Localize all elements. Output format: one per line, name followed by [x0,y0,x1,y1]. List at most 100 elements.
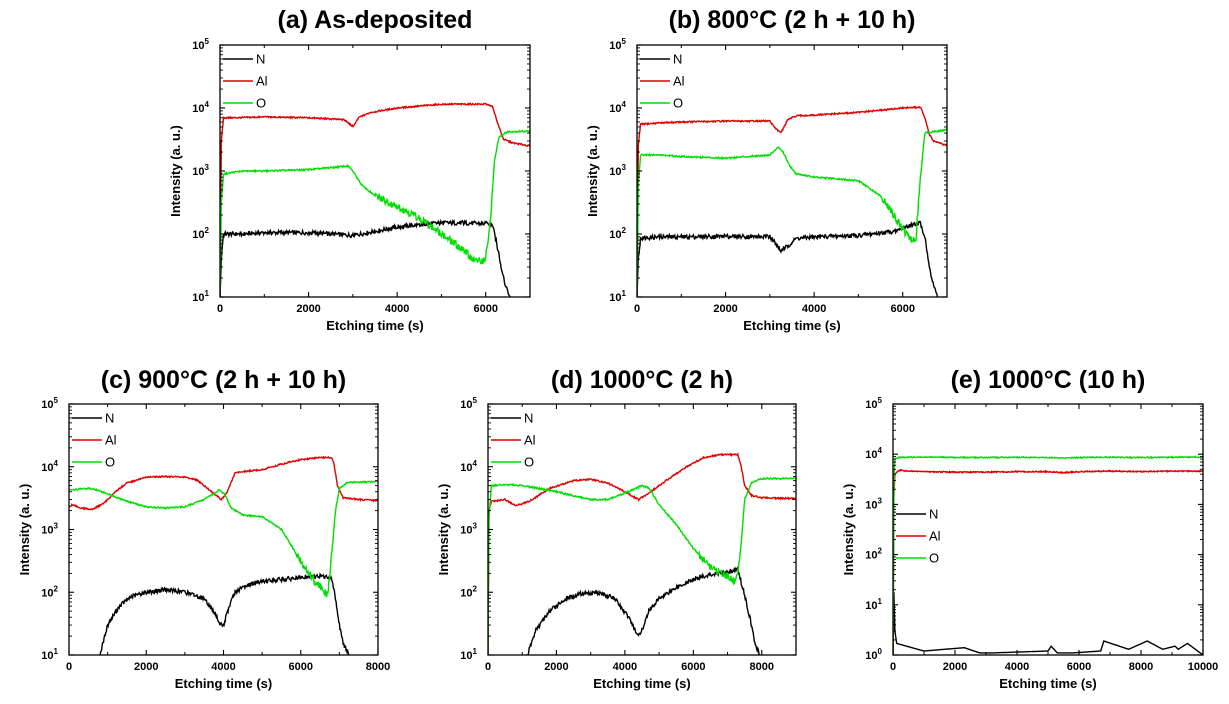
y-tick-label: 102 [192,226,209,241]
series-line-Al [637,105,947,297]
x-axis-label: Etching time (s) [326,318,424,333]
legend-label-N: N [256,52,265,67]
series-line-O [637,128,947,295]
legend-label-O: O [105,455,115,470]
x-tick-label: 4000 [211,661,235,673]
series-line-N [527,565,761,655]
series-line-Al [69,455,378,511]
legend-label-Al: Al [256,74,268,89]
x-axis-label: Etching time (s) [743,318,841,333]
series-line-Al [488,452,796,655]
x-tick-label: 4000 [385,303,409,315]
chart-title: (c) 900°C (2 h + 10 h) [101,366,347,394]
y-tick-label: 102 [865,547,882,562]
x-tick-label: 6000 [681,661,705,673]
series-line-O [893,455,1203,655]
legend-label-Al: Al [673,74,685,89]
panel-2: (b) 800°C (2 h + 10 h) 0 2000 4000 6000 101 10… [585,6,948,333]
series-line-N [637,220,939,297]
legend-label-O: O [524,455,534,470]
y-tick-label: 103 [41,522,58,537]
legend-label-Al: Al [929,529,941,544]
y-tick-label: 102 [460,584,477,599]
y-tick-label: 103 [460,522,477,537]
series-line-N [99,572,350,655]
x-tick-label: 6000 [289,661,313,673]
legend-label-Al: Al [105,433,117,448]
x-tick-label: 4000 [1005,661,1029,673]
y-tick-label: 102 [41,584,58,599]
y-axis-label: Intensity (a. u.) [585,125,600,217]
legend-label-Al: Al [524,433,536,448]
series-line-O [488,476,796,655]
y-tick-label: 104 [460,459,477,474]
legend-label-O: O [256,96,266,111]
x-tick-label: 4000 [613,661,637,673]
x-tick-label: 0 [890,661,896,673]
y-tick-label: 100 [865,647,882,662]
y-axis-label: Intensity (a. u.) [841,484,856,576]
x-tick-label: 0 [634,303,640,315]
y-tick-label: 104 [41,459,58,474]
y-axis-label: Intensity (a. u.) [436,484,451,576]
y-tick-label: 101 [609,289,626,304]
chart-title: (e) 1000°C (10 h) [951,366,1146,394]
chart-title: (d) 1000°C (2 h) [551,366,733,394]
y-tick-label: 101 [41,647,58,662]
series-line-N [220,218,511,297]
series-line-O [69,480,378,598]
x-tick-label: 8000 [366,661,390,673]
x-tick-label: 8000 [750,661,774,673]
x-axis-label: Etching time (s) [999,676,1097,691]
panel-1: (a) As-deposited 0 2000 4000 6000 101 102 103 10… [168,6,531,333]
y-tick-label: 104 [609,100,626,115]
panel-5: (e) 1000°C (10 h) 0 2000 4000 6000 8000 10000 1… [841,366,1218,691]
x-tick-label: 6000 [1067,661,1091,673]
y-tick-label: 105 [41,396,58,411]
y-tick-label: 104 [865,446,882,461]
y-tick-label: 105 [192,37,209,52]
y-tick-label: 101 [460,647,477,662]
y-tick-label: 105 [865,396,882,411]
y-tick-label: 105 [609,37,626,52]
x-tick-label: 2000 [544,661,568,673]
y-tick-label: 104 [192,100,209,115]
panel-3: (c) 900°C (2 h + 10 h) 0 2000 4000 6000 8000 1… [17,366,390,691]
y-axis-label: Intensity (a. u.) [168,125,183,217]
x-axis-label: Etching time (s) [593,676,691,691]
x-tick-label: 0 [217,303,223,315]
x-tick-label: 2000 [713,303,737,315]
y-tick-label: 105 [460,396,477,411]
y-tick-label: 103 [609,163,626,178]
chart-title: (b) 800°C (2 h + 10 h) [669,6,916,34]
y-tick-label: 101 [865,597,882,612]
x-tick-label: 4000 [802,303,826,315]
y-tick-label: 102 [609,226,626,241]
chart-title: (a) As-deposited [278,6,473,34]
series-line-Al [893,468,1203,655]
x-tick-label: 8000 [1129,661,1153,673]
x-tick-label: 6000 [890,303,914,315]
x-tick-label: 6000 [473,303,497,315]
series-line-N [893,591,1203,655]
x-tick-label: 2000 [943,661,967,673]
series-line-O [220,129,530,295]
x-tick-label: 2000 [134,661,158,673]
series-line-Al [220,102,530,297]
legend-label-N: N [673,52,682,67]
x-tick-label: 2000 [296,303,320,315]
y-tick-label: 101 [192,289,209,304]
legend-label-N: N [524,411,533,426]
y-tick-label: 103 [865,496,882,511]
y-axis-label: Intensity (a. u.) [17,484,32,576]
x-tick-label: 0 [66,661,72,673]
x-tick-label: 10000 [1188,661,1219,673]
y-tick-label: 103 [192,163,209,178]
legend-label-O: O [929,551,939,566]
panel-4: (d) 1000°C (2 h) 0 2000 4000 6000 8000 101 102 1… [436,366,797,691]
legend-label-N: N [929,507,938,522]
legend-label-O: O [673,96,683,111]
x-axis-label: Etching time (s) [175,676,273,691]
